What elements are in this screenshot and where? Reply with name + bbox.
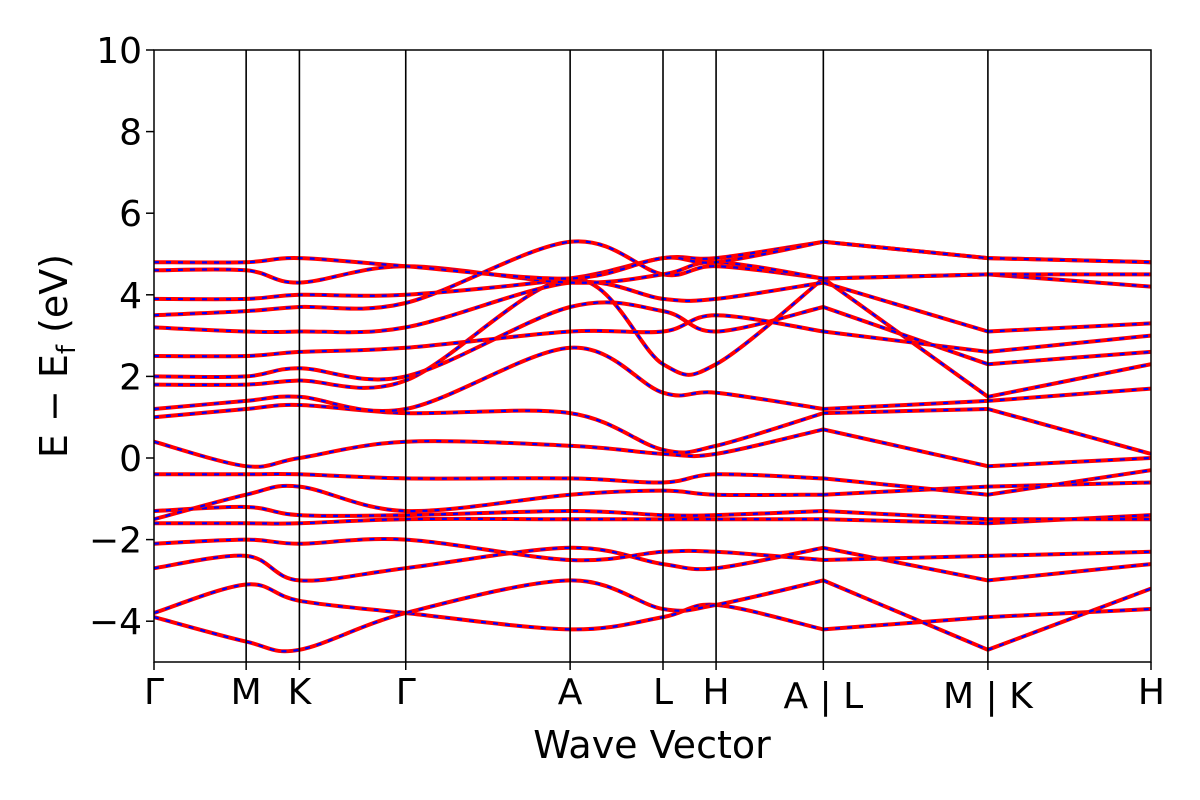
band-1-segment-1-blue <box>822 579 989 651</box>
plot-frame <box>153 49 1152 663</box>
y-axis-title-unit: (eV) <box>32 254 76 333</box>
band-1-segment-0-blue <box>153 579 824 653</box>
band-15-segment-0-blue <box>153 240 824 317</box>
y-tick-label-4: 4 <box>119 276 142 317</box>
band-3-segment-2-blue <box>987 550 1152 557</box>
band-9-segment-0-red <box>153 402 824 455</box>
band-10-segment-1-blue <box>823 399 988 411</box>
band-11-segment-2-blue <box>987 363 1152 398</box>
y-tick-label-5: 6 <box>119 194 142 235</box>
y-tick-label-1: −2 <box>89 521 142 562</box>
y-axis-title-subscript: f <box>52 344 82 354</box>
band-9-segment-1-blue <box>823 407 988 415</box>
band-7-segment-2-blue <box>987 469 1152 496</box>
band-3-segment-1-blue <box>823 554 988 562</box>
band-2-segment-1-blue <box>823 546 989 582</box>
band-14-segment-2-blue <box>987 322 1152 333</box>
band-0-segment-1-blue <box>823 616 988 631</box>
band-18-segment-1-blue <box>823 240 989 260</box>
band-0-segment-0-blue <box>153 583 824 631</box>
y-tick-label-7: 10 <box>96 31 142 72</box>
x-tick-label-5: L <box>653 672 673 713</box>
band-10-segment-0-blue <box>153 346 824 413</box>
y-tick-label-3: 2 <box>119 357 142 398</box>
band-13-segment-0-blue <box>153 314 824 358</box>
x-tick-label-2: K <box>288 672 313 713</box>
band-4-segment-2-blue <box>987 514 1152 525</box>
y-tick-label-0: −4 <box>89 602 142 643</box>
x-tick-label-7: A | L <box>783 676 863 717</box>
band-3-segment-0-red <box>153 536 824 563</box>
band-2-segment-0-blue <box>153 546 824 582</box>
band-1-segment-0-red <box>153 578 824 654</box>
y-axis-ticks: −4 −2 0 2 4 6 8 10 <box>89 31 154 643</box>
x-tick-label-8: M | K <box>943 676 1034 717</box>
x-tick-label-1: M <box>231 672 262 713</box>
band-18-segment-0-blue <box>153 240 824 280</box>
band-6-segment-1-blue <box>823 485 988 496</box>
x-tick-label-4: A <box>558 672 583 713</box>
band-8-segment-1-blue <box>823 428 989 468</box>
band-14-segment-1-blue <box>822 281 989 333</box>
band-9-segment-0-blue <box>153 403 824 454</box>
band-4-segment-1-blue <box>823 518 988 525</box>
x-tick-label-6: H <box>703 672 730 713</box>
band-8-segment-2-blue <box>987 456 1152 468</box>
x-axis-title: Wave Vector <box>533 723 771 767</box>
band-5-segment-0-red <box>153 504 824 518</box>
band-13-segment-2-blue <box>987 334 1152 353</box>
band-12-segment-1-blue <box>822 305 989 366</box>
band-11-segment-0-red <box>153 276 825 390</box>
band-8-segment-0-red <box>153 427 824 469</box>
y-axis-title: E − Ef (eV) <box>32 254 82 458</box>
band-4-segment-0-red <box>154 516 824 526</box>
y-tick-label-2: 0 <box>119 439 142 480</box>
band-2-segment-2-blue <box>987 563 1152 582</box>
band-16-segment-0-blue <box>153 240 824 301</box>
kpoint-lines <box>245 50 989 662</box>
band-7-segment-1-blue <box>823 477 989 496</box>
band-17-segment-1-blue <box>823 273 988 280</box>
band-6-segment-0-red <box>153 483 824 522</box>
band-10-segment-2-blue <box>987 387 1152 402</box>
band-18-segment-2-blue <box>987 257 1152 264</box>
band-6-segment-2-blue <box>987 481 1152 488</box>
band-5-segment-1-blue <box>823 509 988 521</box>
y-axis-title-main: E − E <box>32 354 76 458</box>
x-tick-label-3: Γ <box>396 672 416 713</box>
bands-layer <box>153 239 1152 654</box>
band-14-segment-0-blue <box>153 280 824 334</box>
band-12-segment-2-blue <box>987 350 1152 366</box>
band-13-segment-0-red <box>153 313 824 359</box>
band-1-segment-2-blue <box>987 587 1152 651</box>
band-9-segment-2-blue <box>987 407 1152 455</box>
band-13-segment-1-blue <box>823 330 989 353</box>
x-tick-label-9: H <box>1138 672 1165 713</box>
x-tick-label-0: Γ <box>144 672 164 713</box>
band-0-segment-2-blue <box>987 607 1152 619</box>
band-8-segment-0-blue <box>153 428 824 468</box>
band-7-segment-0-red <box>154 471 824 485</box>
y-tick-label-6: 8 <box>119 113 142 154</box>
